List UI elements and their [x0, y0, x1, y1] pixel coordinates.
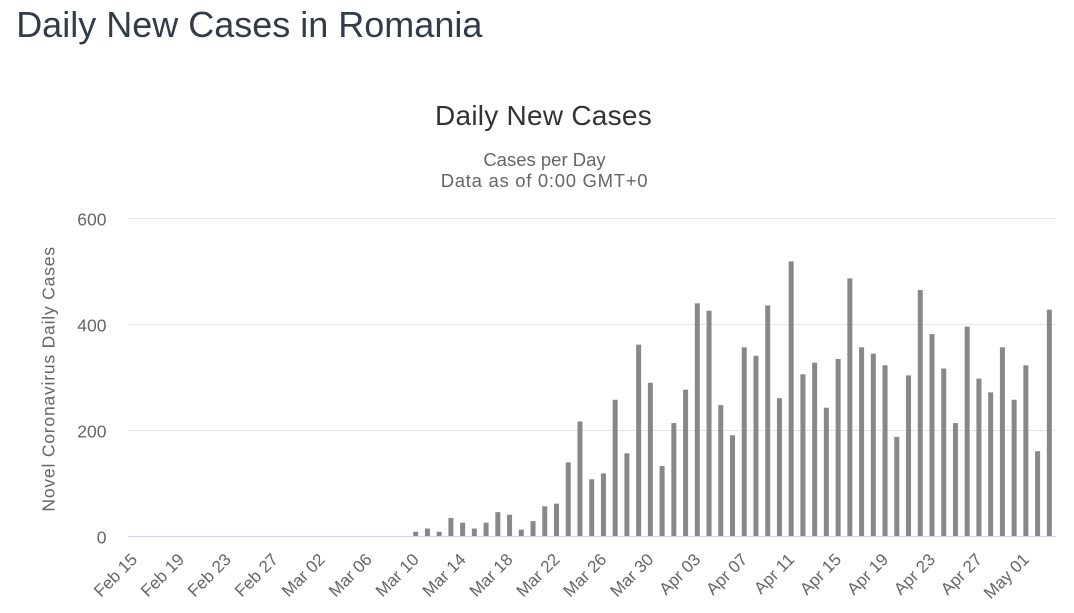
svg-text:600: 600 [77, 210, 106, 230]
svg-text:Cases per Day: Cases per Day [483, 149, 606, 170]
svg-text:Novel Coronavirus Daily Cases: Novel Coronavirus Daily Cases [39, 246, 59, 511]
svg-text:200: 200 [77, 422, 106, 442]
svg-text:400: 400 [77, 316, 106, 336]
svg-text:Daily New Cases: Daily New Cases [435, 100, 652, 131]
svg-text:0: 0 [97, 528, 107, 548]
svg-text:Daily New Cases in Romania: Daily New Cases in Romania [16, 4, 483, 45]
svg-text:Data as of 0:00 GMT+0: Data as of 0:00 GMT+0 [441, 170, 649, 191]
